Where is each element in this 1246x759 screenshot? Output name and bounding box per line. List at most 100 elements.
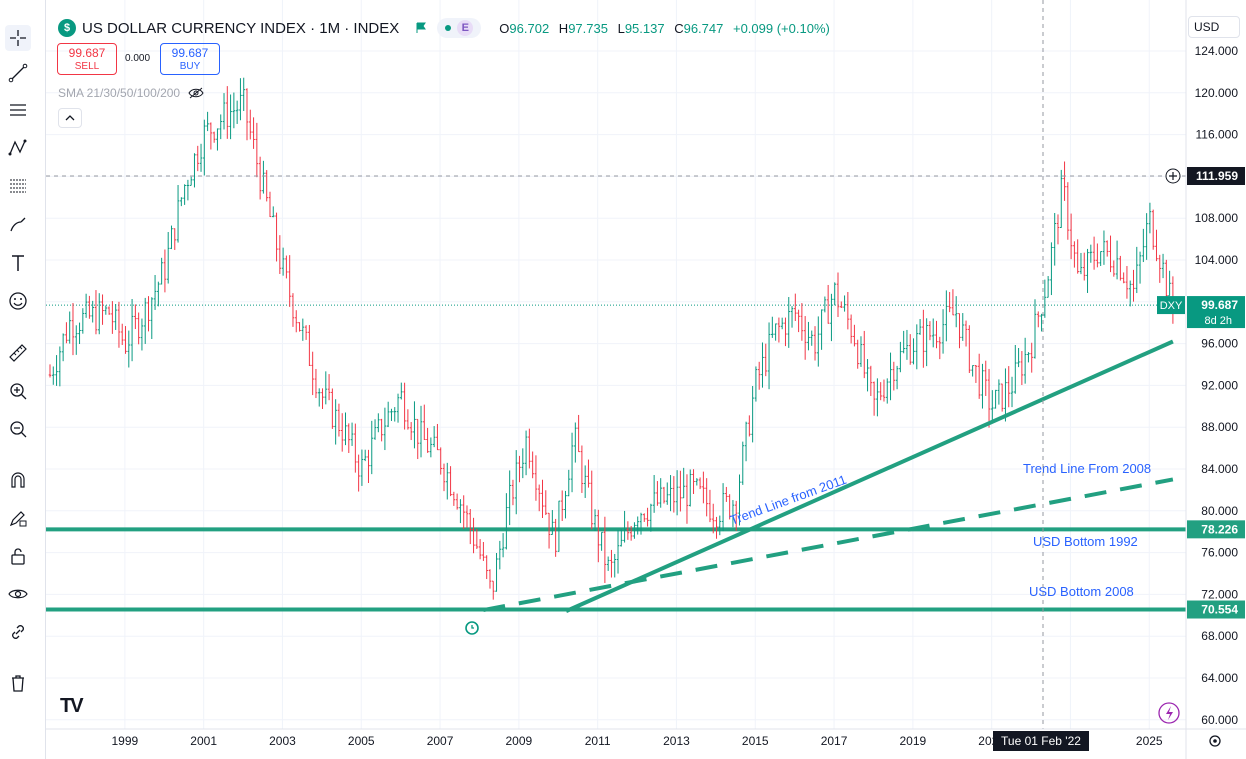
- trend-line-2008-label: Trend Line From 2008: [1023, 461, 1151, 476]
- sma-indicator-legend[interactable]: SMA 21/30/50/100/200: [58, 86, 204, 100]
- price-tick-label: 88.000: [1201, 420, 1238, 434]
- flag-icon[interactable]: [415, 22, 427, 34]
- horizontal-levels: [46, 304, 1186, 612]
- pencil-lock-icon[interactable]: [5, 505, 31, 531]
- trash-icon[interactable]: [5, 670, 31, 696]
- last-price-label: 99.687: [1201, 298, 1238, 312]
- level-price-tag: [1187, 520, 1245, 539]
- text-tool-icon[interactable]: [5, 250, 31, 276]
- ruler-tool-icon[interactable]: [5, 340, 31, 366]
- close-key: C: [674, 20, 684, 36]
- plus-icon: [1169, 172, 1177, 180]
- chart-header: $ US DOLLAR CURRENCY INDEX · 1M · INDEX …: [58, 17, 836, 39]
- grid-lines: [46, 0, 1186, 729]
- eye-icon[interactable]: [5, 581, 31, 607]
- magnet-icon[interactable]: [5, 467, 31, 493]
- symbol-tag: DXY: [1160, 300, 1183, 312]
- axis-price-labels: 78.226 70.554 DXY 99.687 8d 2h 111.959 Tue 01 …: [993, 167, 1245, 751]
- status-badge[interactable]: E: [437, 18, 482, 38]
- fib-tool-icon[interactable]: [5, 173, 31, 199]
- time-tick-label: 2007: [427, 734, 454, 748]
- emoji-tool-icon[interactable]: [5, 288, 31, 314]
- time-tick-label: 2025: [1136, 734, 1163, 748]
- open-value: 96.702: [509, 20, 550, 36]
- buy-button[interactable]: 99.687 BUY: [160, 43, 220, 75]
- crosshair-price-label: 111.959: [1196, 169, 1238, 183]
- time-tick-label: 2013: [663, 734, 690, 748]
- crosshair: [46, 0, 1186, 729]
- usd-bottom-1992-label: USD Bottom 1992: [1033, 534, 1138, 549]
- zoom-in-icon[interactable]: [5, 378, 31, 404]
- high-value: 97.735: [568, 20, 608, 36]
- level-price-tag: [1187, 600, 1245, 619]
- dollar-logo-icon: $: [58, 19, 76, 37]
- eye-hidden-icon[interactable]: [188, 87, 204, 99]
- time-tick-label: 1999: [112, 734, 139, 748]
- low-key: L: [617, 20, 625, 36]
- price-tick-label: 104.000: [1195, 253, 1239, 267]
- trend-line: [483, 477, 1174, 613]
- price-tick-label: 108.000: [1195, 211, 1239, 225]
- level-price-label: 78.226: [1201, 522, 1238, 536]
- spread-value: 0.000: [125, 53, 151, 64]
- brush-tool-icon[interactable]: [5, 212, 31, 238]
- chevron-up-icon: [65, 115, 75, 121]
- candlesticks: [48, 77, 1175, 600]
- high-key: H: [558, 20, 569, 36]
- earnings-badge: E: [457, 20, 474, 36]
- link-icon[interactable]: [5, 619, 31, 645]
- alarm-clock-icon[interactable]: [465, 621, 479, 635]
- symbol-title[interactable]: US DOLLAR CURRENCY INDEX · 1M · INDEX: [82, 19, 400, 37]
- sma-label: SMA 21/30/50/100/200: [58, 86, 181, 100]
- ohlc-readout: O96.702 H97.735 L95.137 C96.747 +0.099 (…: [499, 21, 836, 36]
- time-tick-label: 2019: [900, 734, 927, 748]
- time-tick-label: 2011: [585, 734, 611, 748]
- time-tick-label: 2015: [742, 734, 769, 748]
- drawing-toolbar: [0, 0, 46, 759]
- currency-select[interactable]: USD: [1188, 16, 1240, 38]
- price-axis: 60.000 64.000 68.000 72.000 76.000 80.000 84.0…: [1195, 44, 1239, 727]
- low-value: 95.137: [624, 20, 665, 36]
- price-tick-label: 96.000: [1201, 337, 1238, 351]
- trend-lines: [483, 339, 1174, 613]
- pattern-tool-icon[interactable]: [5, 135, 31, 161]
- settings-gear-icon[interactable]: [1209, 735, 1221, 747]
- zoom-out-icon[interactable]: [5, 416, 31, 442]
- symbol-tag-bg: [1157, 296, 1185, 315]
- usd-bottom-2008-label: USD Bottom 2008: [1029, 584, 1134, 599]
- price-tick-label: 120.000: [1195, 86, 1239, 100]
- trend-line-tool-icon[interactable]: [5, 60, 31, 86]
- sell-label: SELL: [74, 61, 100, 72]
- sell-button[interactable]: 99.687 SELL: [57, 43, 117, 75]
- time-tick-label: 2005: [348, 734, 375, 748]
- buy-price: 99.687: [171, 46, 209, 60]
- open-key: O: [499, 20, 510, 36]
- price-tick-label: 124.000: [1195, 44, 1239, 58]
- horizontal-lines-tool-icon[interactable]: [5, 97, 31, 123]
- lightning-icon[interactable]: [1158, 702, 1180, 724]
- last-price-tag: [1187, 296, 1245, 329]
- level-price-label: 70.554: [1201, 603, 1238, 617]
- crosshair-price-tag: [1187, 167, 1245, 185]
- change-value: +0.099 (+0.10%): [732, 20, 830, 36]
- collapse-legend-button[interactable]: [58, 108, 82, 128]
- market-status-dot-icon: [445, 25, 452, 31]
- time-remaining-label: 8d 2h: [1204, 315, 1232, 327]
- close-value: 96.747: [683, 20, 724, 36]
- trend-line: [565, 339, 1174, 613]
- crosshair-date-tag: [993, 731, 1089, 751]
- time-tick-label: 2001: [190, 734, 217, 748]
- buy-label: BUY: [179, 61, 201, 72]
- price-tick-label: 72.000: [1201, 587, 1238, 601]
- price-tick-label: 76.000: [1201, 546, 1238, 560]
- sell-price: 99.687: [68, 46, 106, 60]
- price-tick-label: 92.000: [1201, 378, 1238, 392]
- lock-icon[interactable]: [5, 543, 31, 569]
- crosshair-tool-icon[interactable]: [5, 25, 31, 51]
- crosshair-date-label: Tue 01 Feb '22: [1001, 734, 1081, 748]
- price-tick-label: 68.000: [1201, 629, 1238, 643]
- price-tick-label: 64.000: [1201, 671, 1238, 685]
- price-tick-label: 80.000: [1201, 504, 1238, 518]
- time-tick-label: 2003: [269, 734, 296, 748]
